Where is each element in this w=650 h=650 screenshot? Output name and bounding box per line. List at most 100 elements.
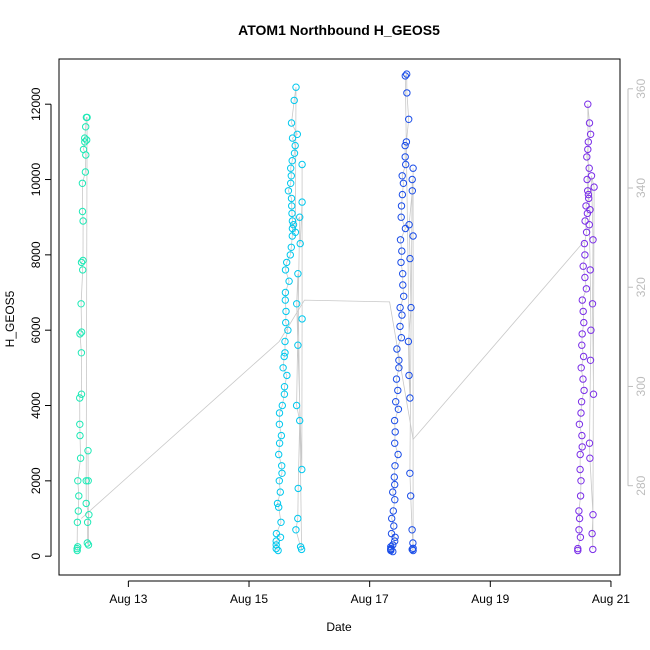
- data-point: [298, 465, 306, 474]
- data-point: [579, 262, 587, 270]
- x-tick-label: Aug 21: [592, 592, 630, 606]
- data-point: [391, 428, 399, 436]
- data-point: [73, 518, 82, 526]
- flight-trace: [390, 72, 414, 552]
- data-point: [395, 364, 403, 372]
- x-tick-label: Aug 13: [109, 592, 147, 606]
- data-point: [83, 113, 91, 122]
- data-point: [288, 134, 297, 142]
- data-point: [83, 518, 92, 526]
- data-point: [409, 546, 417, 555]
- y-tick-label: 8000: [29, 241, 43, 268]
- data-point: [587, 326, 595, 334]
- data-point: [287, 164, 295, 172]
- data-point: [282, 318, 290, 327]
- data-point: [408, 175, 416, 184]
- data-point: [77, 328, 86, 336]
- data-point: [83, 539, 92, 547]
- data-point: [287, 119, 296, 127]
- data-point: [283, 371, 291, 380]
- data-point: [401, 72, 409, 80]
- data-point: [578, 443, 586, 451]
- data-point: [585, 221, 593, 229]
- x-axis-label: Date: [326, 620, 352, 634]
- y-tick-label: 2000: [29, 467, 43, 494]
- data-point: [399, 281, 407, 289]
- y2-tick-label: 280: [634, 475, 648, 495]
- data-point: [409, 164, 417, 172]
- data-point: [296, 213, 304, 221]
- data-point: [73, 544, 81, 553]
- data-point: [294, 341, 302, 349]
- data-point: [579, 352, 588, 361]
- x-tick-label: Aug 17: [351, 592, 389, 606]
- data-point: [282, 307, 290, 316]
- data-point: [387, 529, 396, 538]
- data-point: [391, 439, 399, 447]
- data-point: [403, 70, 411, 78]
- data-point: [584, 145, 592, 154]
- data-point: [275, 420, 284, 428]
- data-point: [577, 364, 585, 372]
- data-point: [287, 243, 295, 252]
- data-point: [298, 198, 306, 206]
- data-point: [583, 209, 592, 218]
- data-point: [408, 187, 416, 195]
- data-point: [576, 450, 584, 459]
- data-point: [401, 153, 409, 161]
- data-point: [587, 172, 596, 180]
- data-point: [401, 224, 410, 233]
- y-axis: 0 2000 4000 6000 8000 10000 12000: [29, 87, 52, 560]
- data-point: [298, 315, 306, 323]
- y2-tick-label: 340: [634, 178, 648, 198]
- data-point: [279, 364, 287, 372]
- data-point: [81, 168, 90, 176]
- data-point: [77, 390, 86, 398]
- data-point: [292, 83, 300, 91]
- data-point: [580, 239, 589, 248]
- data-point: [575, 420, 584, 428]
- data-point: [77, 349, 86, 357]
- y2-tick-label: 320: [634, 277, 648, 297]
- data-point: [393, 345, 401, 353]
- data-point: [79, 145, 88, 154]
- data-point: [288, 202, 296, 210]
- data-point: [78, 179, 87, 188]
- data-point: [583, 153, 591, 161]
- data-point: [293, 130, 301, 139]
- data-point: [387, 543, 395, 551]
- data-point: [391, 480, 399, 489]
- data-point: [76, 420, 84, 428]
- data-point: [582, 228, 591, 237]
- data-point: [296, 239, 304, 248]
- data-point: [585, 439, 594, 447]
- data-point: [408, 526, 416, 534]
- data-point: [396, 236, 405, 244]
- data-point: [583, 175, 591, 184]
- data-point: [281, 337, 289, 346]
- flight-trace: [275, 87, 303, 551]
- data-point: [275, 439, 284, 447]
- data-point: [280, 383, 289, 391]
- data-point: [76, 394, 84, 402]
- data-point: [391, 462, 399, 470]
- data-point: [400, 292, 408, 300]
- data-point: [397, 202, 406, 210]
- data-point: [288, 217, 297, 225]
- data-point: [406, 254, 414, 263]
- data-point: [275, 450, 283, 459]
- data-point: [581, 251, 589, 259]
- data-point: [398, 247, 406, 255]
- data-point: [589, 390, 598, 398]
- data-point: [290, 96, 298, 105]
- data-point: [398, 190, 407, 199]
- data-point: [577, 477, 585, 485]
- data-point: [407, 492, 415, 500]
- data-point: [293, 300, 301, 308]
- data-point: [77, 258, 86, 267]
- data-point: [289, 221, 298, 229]
- data-point: [288, 209, 296, 218]
- flight-trace: [76, 117, 90, 551]
- data-point: [277, 518, 285, 526]
- data-point: [580, 386, 588, 395]
